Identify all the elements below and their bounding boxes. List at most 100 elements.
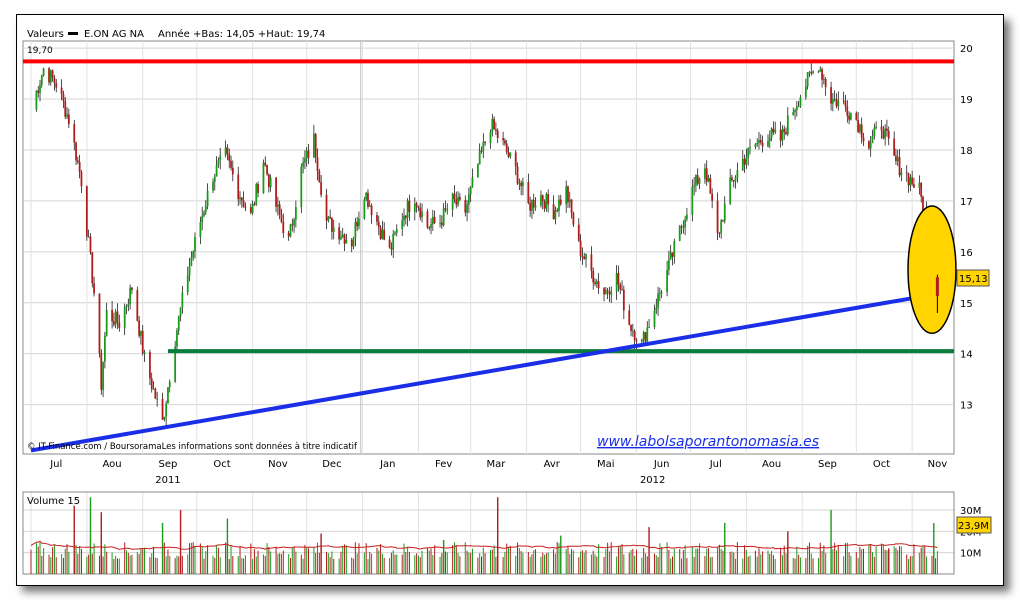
candle-body [695,175,697,186]
candle-body [669,252,672,260]
candle-body [466,204,468,213]
candle-body [795,106,798,111]
candle-body [922,196,924,213]
candle-body [873,127,876,137]
candle-body [320,182,323,195]
candle-body [206,190,209,207]
trend-line [30,289,955,453]
candle-body [707,178,710,182]
candle-body [767,141,769,147]
candle-body [534,205,537,208]
source-note: © IT-Finance.com / BoursoramaLes informa… [27,441,358,452]
candle-body [743,158,746,165]
candle-body [242,200,245,207]
candle-body [100,353,103,390]
candle-body [680,226,683,228]
candle-body [819,69,822,72]
price-tick-label: 19 [960,95,973,106]
candle-body [666,269,668,293]
candle-body [496,130,499,139]
candle-body [785,132,787,135]
candle-body [165,403,168,417]
candle-body [541,195,544,202]
candle-body [884,128,887,139]
candle-body [253,203,256,205]
candle-body [316,157,319,172]
candle-body [401,220,404,229]
candle-body [831,99,834,104]
candle-body [356,221,359,227]
candle-body [379,227,382,239]
candle-body [824,78,827,88]
month-tick-label: Oct [213,459,230,470]
candle-body [696,175,699,184]
candle-body [597,281,600,289]
candle-body [332,227,335,232]
candle-body [554,210,557,220]
candle-body [282,221,285,234]
watermark-link[interactable]: www.labolsaporantonomasia.es [597,434,819,450]
candle-body [244,206,247,208]
candle-body [875,126,878,128]
candle-body [192,251,195,258]
candle-body [370,205,373,216]
candle-body [480,150,483,152]
candle-body [532,199,535,208]
candle-body [123,307,126,328]
candle-body [833,99,836,101]
price-tick-label: 18 [960,146,973,157]
candle-body [419,208,422,218]
candle-body [615,272,618,292]
candle-body [365,192,368,200]
candle-body [759,139,762,143]
candle-body [668,259,670,270]
candle-body [37,90,40,93]
candle-body [114,311,117,325]
candle-body [911,177,914,185]
candle-body [642,332,645,340]
candle-body [377,221,380,228]
volume-moving-average [30,540,938,550]
candle-body [127,303,130,306]
candle-body [502,138,505,141]
candle-body [413,203,416,212]
candle-body [143,351,146,354]
resistance-value-label: 19,70 [27,46,53,56]
candle-body [140,330,142,336]
candle-body [213,176,216,182]
candle-body [341,234,344,237]
candle-body [313,133,315,158]
candle-body [138,320,141,336]
candle-body [64,101,67,117]
candle-body [905,172,908,174]
candle-body [354,221,357,238]
volume-title: Volume 15 [27,496,80,507]
month-tick-label: Fev [435,459,452,470]
candle-body [275,177,277,207]
candle-body [269,177,272,188]
year-tick-label: 2012 [640,475,665,486]
candle-body [91,252,94,284]
candle-body [887,130,890,139]
candle-body [581,256,584,258]
candle-body [239,197,241,200]
candle-body [112,321,115,325]
candle-body [686,214,688,220]
candle-body [118,322,121,328]
candle-body [849,113,852,120]
candle-body [869,143,872,149]
candle-body [648,327,650,329]
highlight-ellipse [907,205,957,335]
candle-body [103,335,106,362]
candle-body [163,416,166,420]
month-tick-label: Oct [873,459,890,470]
candle-body [514,152,517,167]
candle-body [404,215,407,218]
month-tick-label: Jul [49,459,62,470]
candle-body [893,138,896,156]
month-tick-label: Jun [653,459,670,470]
candle-body [705,168,708,182]
candle-body [476,164,479,178]
candle-body [505,143,508,153]
candle-body [489,132,492,144]
